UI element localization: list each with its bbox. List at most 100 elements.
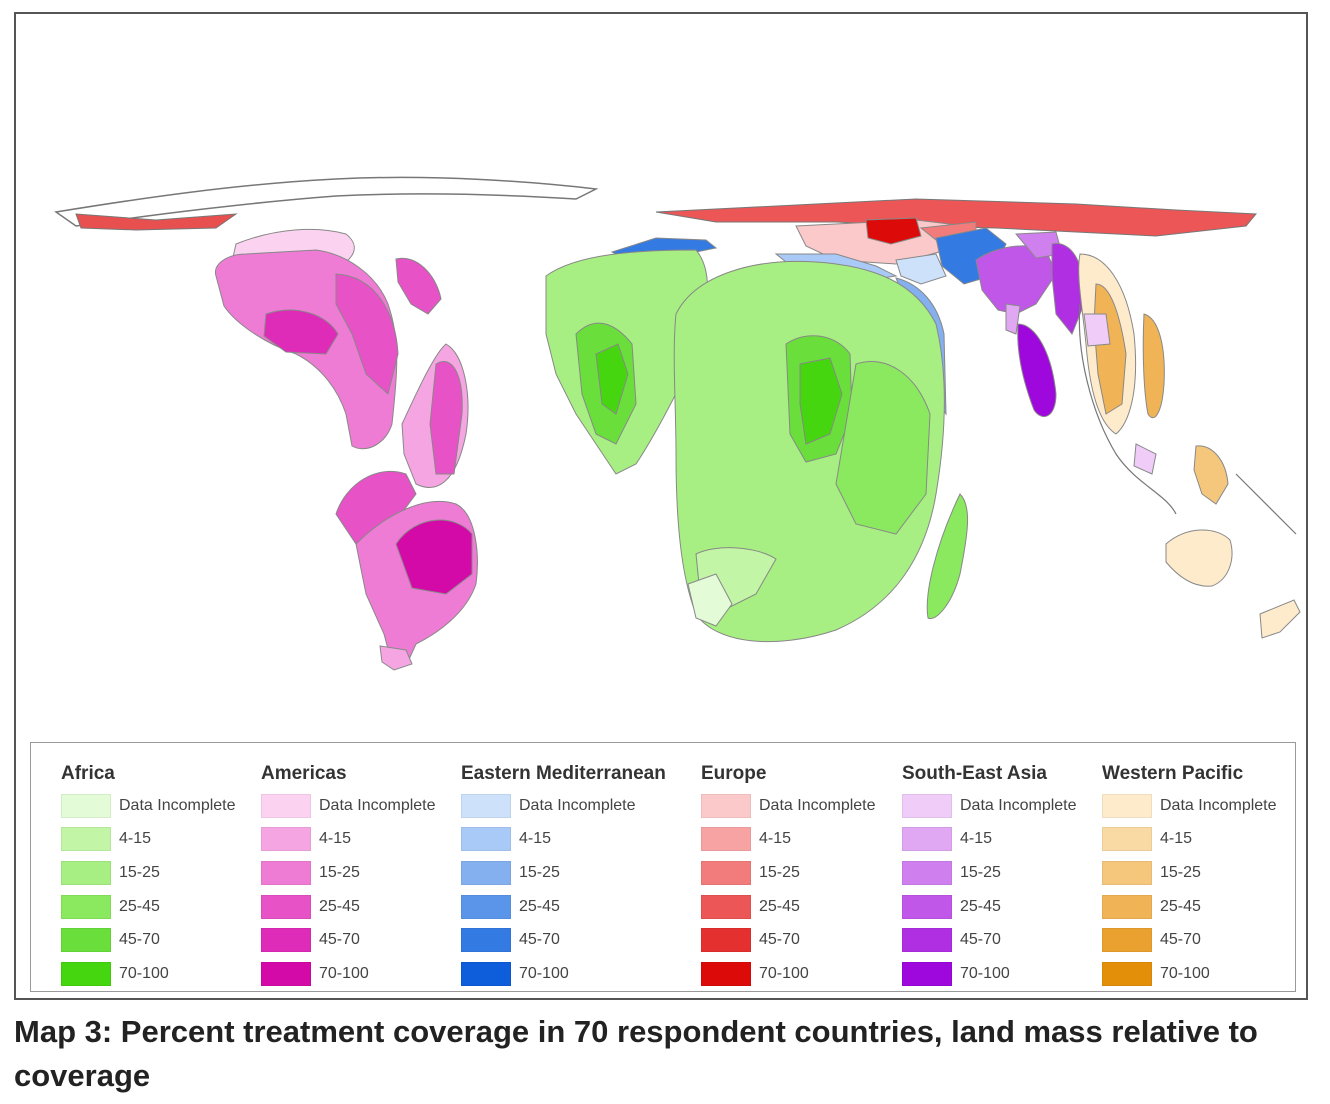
legend-item: 45-70 (701, 923, 876, 957)
legend-swatch (1102, 860, 1152, 885)
wp-southeast-islands (1133, 443, 1157, 475)
legend-item: Data Incomplete (701, 789, 876, 823)
legend-item: 25-45 (461, 890, 666, 924)
legend-label: 4-15 (759, 830, 792, 848)
legend-label: 15-25 (519, 863, 560, 881)
legend-label: 45-70 (519, 931, 560, 949)
south-america-west (335, 470, 417, 545)
legend-label: 4-15 (319, 830, 352, 848)
europe-high-coverage (865, 217, 922, 245)
legend-label: Data Incomplete (119, 796, 236, 814)
wp-china-light (1083, 313, 1111, 347)
legend-item: 25-45 (61, 890, 236, 924)
legend-swatch (1102, 961, 1152, 986)
greenland-region (395, 257, 442, 315)
legend-label: 70-100 (759, 964, 809, 982)
legend-swatch (701, 860, 751, 885)
legend-swatch (701, 961, 751, 986)
legend-eastern-mediterranean: Eastern Mediterranean Data Incomplete 4-… (461, 759, 666, 991)
legend-label: Data Incomplete (319, 796, 436, 814)
legend-label: 4-15 (119, 830, 152, 848)
legend-item: 70-100 (261, 957, 436, 991)
legend-swatch (61, 827, 111, 852)
legend-swatch (261, 928, 311, 953)
legend-label: 15-25 (319, 863, 360, 881)
legend-swatch (261, 860, 311, 885)
legend-item: 45-70 (461, 923, 666, 957)
legend-label: 45-70 (319, 931, 360, 949)
legend-title-south-east-asia: South-East Asia (902, 763, 1047, 784)
legend-label: Data Incomplete (759, 796, 876, 814)
legend-label: 15-25 (759, 863, 800, 881)
legend-item: 45-70 (902, 923, 1077, 957)
legend-item: 70-100 (902, 957, 1077, 991)
legend-swatch (61, 961, 111, 986)
legend-africa: Africa Data Incomplete 4-15 15-25 25-45 … (61, 759, 236, 991)
legend-swatch (1102, 827, 1152, 852)
legend-item: 4-15 (902, 823, 1077, 857)
legend-item: Data Incomplete (902, 789, 1077, 823)
sea-peninsula (1017, 323, 1057, 418)
legend-item: 25-45 (261, 890, 436, 924)
legend-swatch (701, 894, 751, 919)
arctic-islands-outline (54, 176, 599, 227)
legend-item: 70-100 (1102, 957, 1277, 991)
legend-label: 45-70 (759, 931, 800, 949)
legend-swatch (461, 961, 511, 986)
russia-strip (655, 198, 1258, 237)
legend-label: 45-70 (119, 931, 160, 949)
legend-label: 25-45 (759, 897, 800, 915)
legend-item: Data Incomplete (61, 789, 236, 823)
legend-item: 45-70 (1102, 923, 1277, 957)
legend-swatch (701, 928, 751, 953)
legend-item: 45-70 (61, 923, 236, 957)
legend-label: 70-100 (960, 964, 1010, 982)
map-frame: Africa Data Incomplete 4-15 15-25 25-45 … (14, 12, 1308, 1000)
legend-swatch (902, 793, 952, 818)
north-america-east (335, 273, 399, 395)
legend-swatch (902, 860, 952, 885)
legend-item: 4-15 (461, 823, 666, 857)
legend-swatch (261, 961, 311, 986)
legend-label: 15-25 (1160, 863, 1201, 881)
legend-label: 4-15 (1160, 830, 1193, 848)
legend-label: 25-45 (1160, 897, 1201, 915)
legend-label: 45-70 (960, 931, 1001, 949)
wp-coast-outline (1078, 303, 1297, 535)
legend-swatch (701, 827, 751, 852)
legend-swatch (461, 827, 511, 852)
legend-swatch (461, 860, 511, 885)
legend-item: Data Incomplete (261, 789, 436, 823)
legend-swatch (902, 928, 952, 953)
legend-title-africa: Africa (61, 763, 115, 784)
africa-west-darkest (595, 343, 629, 415)
legend-item: 4-15 (261, 823, 436, 857)
legend-item: 25-45 (701, 890, 876, 924)
northern-europe-strip (75, 213, 238, 231)
legend-swatch (902, 961, 952, 986)
legend-item: 15-25 (902, 856, 1077, 890)
legend-item: 70-100 (701, 957, 876, 991)
legend-label: 70-100 (1160, 964, 1210, 982)
legend-swatch (261, 793, 311, 818)
legend-americas: Americas Data Incomplete 4-15 15-25 25-4… (261, 759, 436, 991)
legend-item: 4-15 (701, 823, 876, 857)
legend-item: 25-45 (902, 890, 1077, 924)
legend-label: 45-70 (1160, 931, 1201, 949)
legend-item: 15-25 (701, 856, 876, 890)
legend-label: Data Incomplete (519, 796, 636, 814)
legend-western-pacific: Western Pacific Data Incomplete 4-15 15-… (1102, 759, 1277, 991)
legend-swatch (61, 793, 111, 818)
sea-island (1005, 303, 1021, 335)
legend-title-western-pacific: Western Pacific (1102, 763, 1244, 784)
legend-item: 4-15 (1102, 823, 1277, 857)
south-america-tip (379, 645, 413, 671)
map-legend: Africa Data Incomplete 4-15 15-25 25-45 … (30, 742, 1296, 992)
legend-item: 70-100 (61, 957, 236, 991)
legend-label: 15-25 (119, 863, 160, 881)
legend-swatch (261, 827, 311, 852)
legend-swatch (461, 928, 511, 953)
legend-label: 25-45 (960, 897, 1001, 915)
caribbean-dark (429, 361, 463, 475)
legend-item: Data Incomplete (461, 789, 666, 823)
